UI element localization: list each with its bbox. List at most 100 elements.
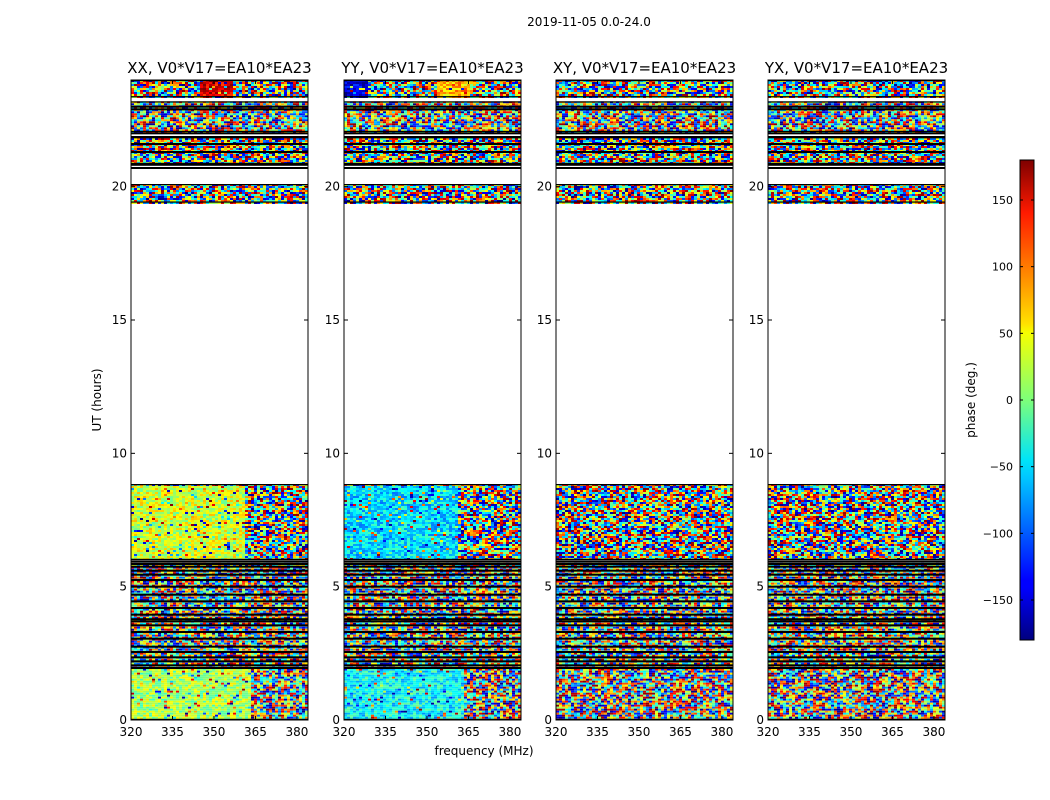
y-tick-label: 0 xyxy=(544,713,552,727)
y-tick-label: 15 xyxy=(749,313,764,327)
x-tick-label: 365 xyxy=(669,725,692,739)
flag-band xyxy=(131,660,308,663)
flag-band xyxy=(768,579,945,581)
flag-band xyxy=(768,660,945,663)
y-tick-label: 20 xyxy=(325,180,340,194)
colorbar-label: phase (deg.) xyxy=(964,362,978,438)
phase-image xyxy=(344,80,521,720)
axes-frame xyxy=(130,79,309,721)
flag-band xyxy=(556,579,733,581)
flag-band xyxy=(344,565,521,568)
flag-band xyxy=(556,569,733,572)
flag-band xyxy=(556,105,733,108)
flag-band xyxy=(768,105,945,108)
flag-band xyxy=(344,105,521,108)
flag-band xyxy=(344,573,521,576)
y-tick-label: 5 xyxy=(332,580,340,594)
colorbar: 150 100 50 0 −50 −100 −150 xyxy=(983,159,1035,641)
flag-band xyxy=(768,607,945,609)
panel-3: YX, V0*V17=EA10*EA23 320 335 350 365 380 0 5 10 1… xyxy=(749,59,948,739)
flag-band xyxy=(131,565,308,568)
panel-title: YY, V0*V17=EA10*EA23 xyxy=(340,59,523,77)
y-tick-label: 10 xyxy=(749,446,764,460)
flag-band xyxy=(768,143,945,145)
x-tick-label: 320 xyxy=(545,725,568,739)
flag-band xyxy=(344,108,521,111)
flag-band xyxy=(344,600,521,603)
x-tick-label: 350 xyxy=(840,725,863,739)
flag-band xyxy=(556,593,733,596)
panel-title: XY, V0*V17=EA10*EA23 xyxy=(553,59,736,77)
y-tick-label: 5 xyxy=(119,580,127,594)
x-tick-label: 350 xyxy=(416,725,439,739)
flag-band xyxy=(344,563,521,565)
axes-frame xyxy=(555,79,734,721)
colorbar-tick-label: 50 xyxy=(999,327,1013,340)
flag-band xyxy=(131,631,308,633)
flag-band xyxy=(131,645,308,648)
flag-band xyxy=(768,600,945,603)
flag-band xyxy=(131,167,308,169)
y-tick-label: 0 xyxy=(756,713,764,727)
flag-band xyxy=(556,618,733,621)
flag-band xyxy=(131,600,308,603)
flag-band xyxy=(131,667,308,669)
flag-band xyxy=(556,167,733,169)
flag-band xyxy=(556,573,733,576)
flag-band xyxy=(768,613,945,616)
flag-band xyxy=(768,563,945,565)
flag-band xyxy=(344,167,521,169)
flag-band xyxy=(556,585,733,588)
panel-2: XY, V0*V17=EA10*EA23 320 335 350 365 380 0 5 10 1… xyxy=(537,59,736,739)
flag-band xyxy=(344,579,521,581)
flag-band xyxy=(556,565,733,568)
flag-band xyxy=(344,607,521,609)
flag-band xyxy=(344,620,521,623)
flag-band xyxy=(768,573,945,576)
flag-band xyxy=(344,631,521,633)
flag-band xyxy=(768,593,945,596)
flag-band xyxy=(131,613,308,616)
flag-band xyxy=(131,637,308,640)
flag-band xyxy=(768,585,945,588)
y-tick-label: 0 xyxy=(332,713,340,727)
flag-band xyxy=(131,151,308,153)
flag-band xyxy=(768,651,945,653)
flag-band xyxy=(768,569,945,572)
flag-band xyxy=(768,631,945,633)
flag-band xyxy=(131,651,308,653)
panel-0: XX, V0*V17=EA10*EA23 320 335 350 365 380 0 5 10 1… xyxy=(112,59,312,739)
flag-band xyxy=(556,656,733,659)
x-tick-label: 335 xyxy=(798,725,821,739)
flag-band xyxy=(344,136,521,139)
flag-band xyxy=(556,151,733,153)
flag-band xyxy=(768,132,945,135)
flag-band xyxy=(344,585,521,588)
flag-band xyxy=(768,618,945,621)
x-tick-label: 335 xyxy=(161,725,184,739)
flag-band xyxy=(768,620,945,623)
y-tick-label: 20 xyxy=(537,180,552,194)
panel-title: XX, V0*V17=EA10*EA23 xyxy=(127,59,311,77)
flag-band xyxy=(344,569,521,572)
flag-band xyxy=(344,593,521,596)
flag-band xyxy=(768,151,945,153)
flag-band xyxy=(131,624,308,627)
flag-band xyxy=(131,573,308,576)
flag-band xyxy=(556,645,733,648)
flag-band xyxy=(344,143,521,145)
flag-band xyxy=(556,108,733,111)
panels-group: XX, V0*V17=EA10*EA23 320 335 350 365 380 0 5 10 1… xyxy=(112,59,948,739)
flag-band xyxy=(344,560,521,563)
colorbar-tick-label: 100 xyxy=(992,261,1013,274)
flag-band xyxy=(768,565,945,568)
flag-band xyxy=(556,651,733,653)
flag-band xyxy=(768,637,945,640)
flag-band xyxy=(556,560,733,563)
y-tick-label: 20 xyxy=(749,180,764,194)
colorbar-tick-label: −100 xyxy=(983,527,1013,540)
flag-band xyxy=(131,163,308,166)
axes-frame xyxy=(767,79,946,721)
y-tick-label: 10 xyxy=(325,446,340,460)
